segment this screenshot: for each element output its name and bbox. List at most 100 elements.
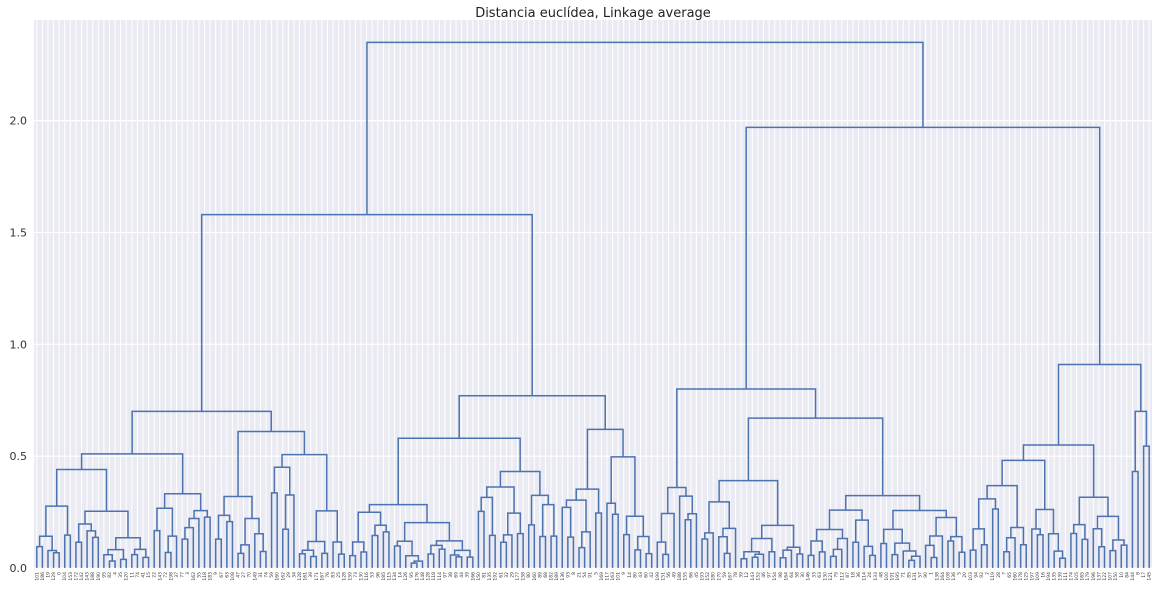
dendrogram-link [958,551,966,568]
dendrogram-link [52,551,60,568]
leaf-label: 21 [577,572,583,578]
leaf-label: 16 [1040,572,1046,578]
leaf-label: 149 [252,572,258,581]
leaf-label: 67 [219,572,225,578]
leaf-label: 114 [437,572,443,581]
dendrogram-link [852,541,860,568]
dendrogram-link [119,558,127,568]
dendrogram-link [435,540,464,551]
leaf-label: 64 [789,572,795,578]
leaf-label: 58 [795,572,801,578]
dendrogram-link [1035,508,1055,534]
leaf-label: 25 [336,572,342,578]
plot-background [34,20,1152,568]
dendrogram-link [321,552,329,568]
y-tick-label: 0.5 [10,450,28,463]
dendrogram-link [908,559,916,568]
dendrogram-link [360,551,368,568]
leaf-label: 35 [118,572,124,578]
dendrogram-link [332,541,343,568]
leaf-label: 117 [604,572,610,581]
leaf-label: 130 [359,572,365,581]
leaf-label: 172 [73,572,79,581]
dendrogram-link [754,553,765,568]
dendrogram-link [832,548,843,568]
leaf-label: 151 [660,572,666,581]
dendrogram-link [718,535,728,568]
leaf-label: 174 [1068,572,1074,581]
dendrogram-link [237,552,245,568]
leaf-label: 167 [319,572,325,581]
leaf-label: 5 [957,572,963,575]
dendrogram-link [662,553,670,568]
leaf-label: 19 [45,572,51,578]
leaf-label: 55 [196,572,202,578]
leaf-label: 45 [694,572,700,578]
dendrogram-link [836,537,849,568]
dendrogram-link [743,550,761,559]
dendrogram-link [366,41,924,215]
leaf-label: 29 [286,572,292,578]
leaf-label: 197 [1029,572,1035,581]
leaf-label: 2 [985,572,991,575]
leaf-label: 27 [241,572,247,578]
dendrogram-link [486,486,515,514]
dendrogram-link [282,528,290,568]
leaf-label: 170 [716,572,722,581]
leaf-label: 115 [386,572,392,581]
leaf-label: 96 [375,572,381,578]
dendrogram-link [91,536,100,568]
leaf-label: 100 [884,572,890,581]
dendrogram-link [972,528,986,551]
y-tick-label: 1.0 [10,338,28,351]
dendrogram-link [606,502,617,568]
dendrogram-link [164,551,172,568]
leaf-label: 63 [817,572,823,578]
leaf-label: 185 [381,572,387,581]
dendrogram-link [107,548,125,560]
leaf-label: 41 [141,572,147,578]
dendrogram-link [854,519,870,547]
dendrogram-link [527,524,536,568]
dendrogram-link [449,554,460,568]
dendrogram-link [910,555,921,568]
dendrogram-link [760,524,795,548]
leaf-label: 153 [68,572,74,581]
dendrogram-link [480,496,494,536]
leaf-label: 191 [890,572,896,581]
dendrogram-link [75,541,83,568]
leaf-label: 152 [755,572,761,581]
dendrogram-link [541,503,555,537]
dendrogram-link [298,552,306,568]
dendrogram-link [273,466,291,496]
leaf-label: 80 [632,572,638,578]
dendrogram-link [1053,550,1064,568]
dendrogram-link [357,511,382,543]
leaf-label: 143 [157,572,163,581]
leaf-label: 120 [124,572,130,581]
dendrogram-link [1072,523,1086,540]
dendrogram-link [868,554,877,568]
dendrogram-link [980,543,988,568]
leaf-label: 199 [655,572,661,581]
leaf-label: 92 [979,572,985,578]
dendrogram-link [863,545,874,568]
dendrogram-link [371,534,379,568]
leaf-label: 167 [727,572,733,581]
dendrogram-link [226,520,234,568]
dendrogram-link [270,492,278,568]
leaf-label: 142 [79,572,85,581]
dendrogram-link [969,549,977,568]
dendrogram-link [368,503,428,523]
leaf-label: 61 [498,572,504,578]
leaf-label: 63 [224,572,230,578]
leaf-label: 48 [878,572,884,578]
leaf-label: 56 [666,572,672,578]
dendrogram-link [786,546,801,554]
dendrogram-link [991,508,1000,568]
dendrogram-link [678,495,693,568]
leaf-label: 74 [263,572,269,578]
dendrogram-link [1098,546,1106,568]
dendrogram-link [1003,550,1011,568]
dendrogram-link [782,549,793,568]
